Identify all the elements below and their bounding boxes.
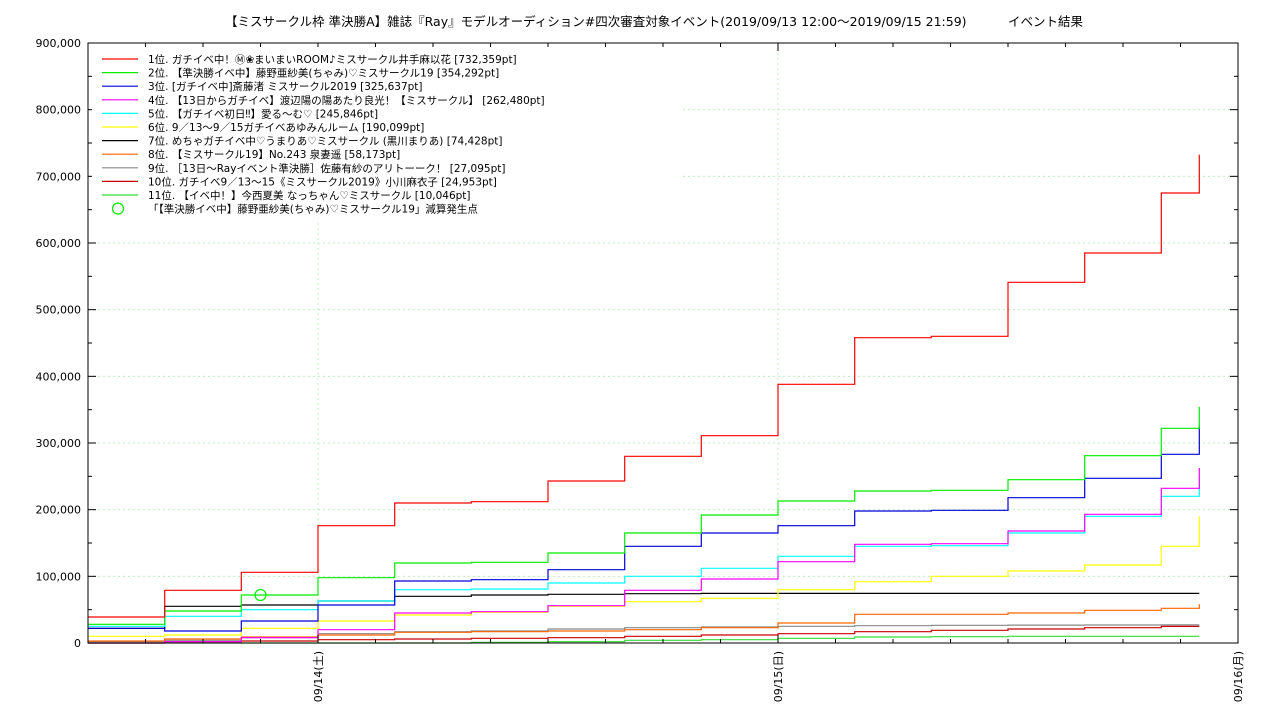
series-line <box>88 154 1200 618</box>
y-tick-label: 700,000 <box>36 170 82 183</box>
legend: 1位. ガチイベ中！Ⓜ❀まいまいROOM♪ミスサークル井手麻以花 [732,35… <box>92 47 682 223</box>
legend-label: 7位. めちゃガチイベ中♡うまりあ♡ミスサークル (黒川まりあ) [74,428… <box>148 135 502 148</box>
legend-label: 10位. ガチイベ9／13〜15《ミスサークル2019》小川麻衣子 [24,95… <box>148 175 497 188</box>
series-line <box>88 604 1200 642</box>
legend-box <box>92 47 682 223</box>
legend-label: 9位. ［13日〜Rayイベント準決勝］佐藤有紗のアリトーーク！ [27,095… <box>148 162 505 175</box>
legend-label: 8位. 【ミスサークル19】No.243 泉妻遥 [58,173pt] <box>148 148 400 161</box>
legend-annotation-label: 「【準決勝イベ中】藤野亜紗美(ちゃみ)♡ミスサークル19」減算発生点 <box>148 203 478 216</box>
legend-label: 4位. 【13日からガチイベ】渡辺陽の陽あたり良光！【ミスサークル】 [262,… <box>148 94 545 107</box>
y-tick-label: 300,000 <box>36 437 82 450</box>
y-tick-label: 100,000 <box>36 570 82 583</box>
legend-label: 1位. ガチイベ中！Ⓜ❀まいまいROOM♪ミスサークル井手麻以花 [732,35… <box>148 53 517 66</box>
y-tick-label: 400,000 <box>36 370 82 383</box>
y-tick-label: 900,000 <box>36 37 82 50</box>
plot-border <box>87 42 1239 644</box>
axes: 0 100,000 200,000 300,000 400,000 500,000 600,… <box>36 37 1246 702</box>
annotation-marker <box>254 588 267 602</box>
chart-subtitle: イベント結果 <box>1008 14 1084 29</box>
legend-label: 3位. [ガチイベ中]斎藤渚 ミスサークル2019 [325,637pt] <box>148 80 423 93</box>
series-line <box>88 425 1200 632</box>
series-line <box>88 406 1200 625</box>
y-tick-label: 0 <box>74 637 81 650</box>
series-line <box>88 516 1200 637</box>
x-tick-label: 09/15(日) <box>772 651 785 702</box>
y-tick-label: 200,000 <box>36 504 82 517</box>
x-tick-label: 09/16(月) <box>1232 651 1245 702</box>
y-tick-label: 500,000 <box>36 304 82 317</box>
legend-label: 6位. 9／13〜9／15ガチイベあゆみんルーム [190,099pt] <box>148 121 424 134</box>
legend-annotation-marker <box>111 202 125 215</box>
legend-label: 2位. 【準決勝イベ中】藤野亜紗美(ちゃみ)♡ミスサークル19 [354,292… <box>148 67 499 80</box>
series-lines <box>88 154 1200 644</box>
chart-title: 【ミスサークル枠 準決勝A】雑誌『Ray』モデルオーディション#四次審査対象イベ… <box>225 14 967 29</box>
x-tick-label: 09/14(土) <box>312 651 325 702</box>
series-line <box>88 625 1200 644</box>
y-tick-label: 800,000 <box>36 104 82 117</box>
legend-label: 5位. 【ガチイベ初日‼︎】愛る〜む♡ [245,846pt] <box>148 107 378 120</box>
y-tick-label: 600,000 <box>36 237 82 250</box>
legend-label: 11位. 【イベ中！】今西夏美 なっちゃん♡ミスサークル [10,046pt] <box>148 189 471 202</box>
